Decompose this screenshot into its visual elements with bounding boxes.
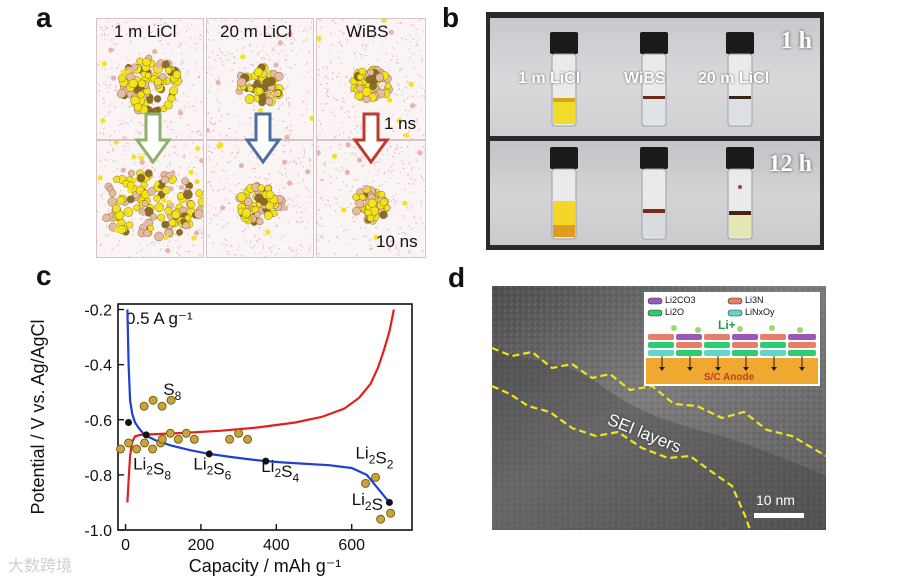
- y-tick-label: -0.8: [84, 468, 112, 485]
- vial-label-wibs: WiBS: [624, 70, 666, 88]
- plot-frame: [118, 304, 412, 530]
- data-point-marker: [386, 499, 393, 506]
- li2s8-molecule-icon: [117, 439, 165, 453]
- species-label: Li2S8: [133, 454, 171, 482]
- species-label: Li2S6: [193, 454, 231, 482]
- anode-label: S/C Anode: [704, 372, 754, 383]
- photo-12h: 12 h: [490, 141, 820, 245]
- panel-b-vial-photos: 1 m LiCl WiBS 20 m LiCl 1 h: [486, 12, 824, 250]
- vial-wibs-12h: [640, 147, 668, 239]
- legend-li2o: Li2O: [665, 307, 684, 317]
- species-label: Li2S2: [355, 443, 393, 471]
- species-label: Li2S: [352, 490, 383, 514]
- data-point-marker: [125, 419, 132, 426]
- y-axis-label: Potential / V vs. Ag/AgCl: [28, 319, 48, 514]
- panel-label-b: b: [442, 2, 459, 34]
- scale-bar: [754, 513, 804, 518]
- vial-20m-licl-12h: [726, 147, 754, 239]
- y-tick-label: -0.6: [84, 413, 112, 430]
- legend-swatch-linxoy: [728, 310, 742, 316]
- y-tick-label: -1.0: [84, 523, 112, 540]
- vial-1m-licl-12h: [550, 147, 578, 239]
- x-tick-label: 200: [188, 537, 215, 554]
- panel-label-a: a: [36, 2, 52, 34]
- legend-linxoy: LiNxOy: [745, 307, 775, 317]
- legend-swatch-li2o: [648, 310, 662, 316]
- scale-bar-label: 10 nm: [756, 492, 795, 508]
- arrow-wibs-icon: [355, 114, 387, 162]
- panel-c-chart: 0 200 400 600 -1.0 -0.8 -0.6 -0.4 -0.2 Capacity /…: [20, 286, 460, 576]
- y-tick-label: -0.4: [84, 358, 112, 375]
- x-tick-label: 600: [338, 537, 365, 554]
- x-tick-label: 400: [263, 537, 290, 554]
- x-tick-label: 0: [121, 537, 130, 554]
- panel-d-tem-image: SEI layers 10 nm: [492, 286, 826, 530]
- y-tick-label: -0.2: [84, 303, 112, 320]
- inset-schematic: Li2CO3 Li3N Li2O LiNxOy Li+ S/C Anode: [644, 292, 820, 386]
- photo-time-1h: 1 h: [781, 28, 812, 55]
- vial-label-1m-licl: 1 m LiCl: [518, 70, 580, 88]
- chart-svg: 0 200 400 600 -1.0 -0.8 -0.6 -0.4 -0.2 Capacity /…: [20, 286, 460, 576]
- photo-1h: 1 m LiCl WiBS 20 m LiCl 1 h: [490, 18, 820, 136]
- vial-label-20m-licl: 20 m LiCl: [698, 70, 769, 88]
- sei-bricks: [648, 334, 816, 356]
- legend-swatch-li2co3: [648, 298, 662, 304]
- li-ion-label: Li+: [718, 318, 736, 332]
- arrow-20m-licl-icon: [247, 114, 279, 162]
- panel-a-md-snapshots: 1 m LiCl 20 m LiCl WiBS 1 ns 10 ns: [96, 18, 424, 256]
- legend-swatch-li3n: [728, 298, 742, 304]
- x-axis-label: Capacity / mAh g⁻¹: [189, 556, 342, 576]
- legend-li2co3: Li2CO3: [665, 295, 696, 305]
- rate-annotation: 0.5 A g⁻¹: [126, 309, 193, 328]
- data-point-marker: [143, 431, 150, 438]
- data-point-marker: [206, 450, 213, 457]
- legend-li3n: Li3N: [745, 295, 764, 305]
- photo-time-12h: 12 h: [769, 151, 812, 178]
- species-label: Li2S4: [261, 457, 299, 485]
- arrow-1m-licl-icon: [137, 114, 169, 162]
- watermark: 大数跨境: [8, 552, 72, 576]
- md-arrows: [96, 18, 424, 256]
- li2s4-molecule-icon: [226, 429, 252, 443]
